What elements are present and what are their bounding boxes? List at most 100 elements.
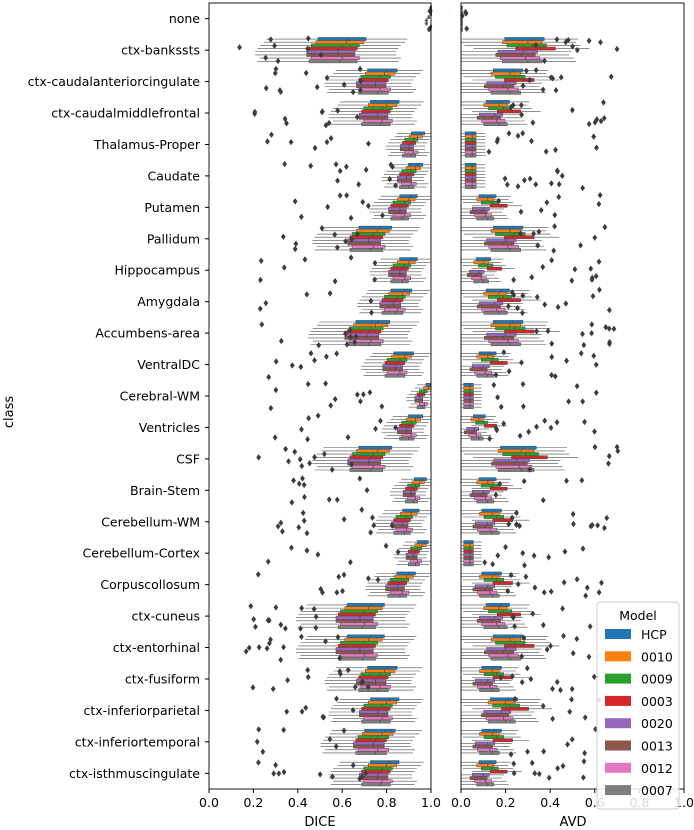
avd-box [464, 178, 477, 183]
dice-box [360, 672, 391, 677]
dice-outlier [280, 528, 285, 535]
avd-outlier [519, 679, 525, 686]
avd-outlier [553, 146, 558, 154]
legend-swatch [605, 718, 631, 729]
dice-outlier [333, 161, 339, 168]
dice-outlier [271, 770, 277, 777]
dice-box [306, 53, 356, 57]
avd-outlier [571, 520, 576, 528]
dice-outlier [344, 341, 350, 348]
avd-outlier [584, 584, 590, 591]
dice-outlier [273, 761, 279, 769]
avd-outlier [549, 340, 555, 347]
avd-outlier [525, 748, 530, 755]
dice-outlier [277, 87, 283, 94]
avd-outlier [565, 741, 570, 748]
dice-outlier [363, 166, 369, 174]
dice-outlier [343, 330, 348, 337]
avd-outlier [487, 435, 492, 442]
dice-outlier [335, 633, 341, 641]
avd-outlier [587, 623, 593, 630]
dice-box [410, 546, 422, 551]
legend-label: 0010 [641, 649, 673, 664]
avd-box [490, 229, 521, 233]
dice-box [382, 364, 403, 368]
dice-outlier [308, 350, 314, 357]
dice-outlier [352, 683, 358, 691]
dice-outlier [325, 203, 331, 211]
avd-outlier [540, 621, 546, 629]
avd-box [489, 486, 508, 491]
dice-outlier [387, 175, 393, 183]
avd-outlier [589, 321, 595, 328]
avd-outlier [543, 148, 549, 155]
dice-outlier [292, 245, 298, 253]
dice-outlier [375, 576, 381, 583]
dice-outlier [286, 458, 291, 465]
dice-box [317, 37, 367, 41]
avd-outlier [569, 696, 574, 703]
dice-box [399, 185, 415, 189]
dice-box [388, 269, 407, 274]
dice-outlier [337, 668, 343, 675]
dice-box [381, 298, 404, 302]
avd-box [490, 323, 521, 328]
dice-box [356, 84, 387, 89]
dice-outlier [281, 726, 287, 734]
avd-box [464, 144, 477, 148]
avd-x-tick-label: 0.2 [496, 795, 516, 810]
avd-box [463, 402, 474, 406]
avd-box [481, 119, 506, 123]
avd-box [480, 357, 499, 362]
dice-box [386, 357, 408, 362]
avd-box [469, 493, 488, 497]
dice-outlier [341, 81, 347, 88]
class-label: ctx-cuneus [131, 609, 200, 624]
avd-outlier [560, 762, 566, 770]
dice-outlier [369, 309, 374, 316]
avd-outlier [591, 133, 597, 140]
dice-outlier [296, 524, 302, 531]
dice-box [360, 87, 391, 92]
avd-outlier [583, 592, 589, 599]
dice-outlier [278, 519, 284, 526]
dice-box [400, 511, 418, 516]
dice-box [355, 738, 387, 743]
avd-box [485, 100, 510, 104]
avd-box [469, 776, 488, 780]
dice-box [355, 751, 387, 755]
dice-outlier [358, 398, 363, 405]
avd-outlier [542, 417, 548, 424]
dice-outlier [318, 51, 324, 59]
dice-outlier [332, 231, 338, 238]
dice-outlier [259, 321, 265, 328]
avd-box [486, 266, 503, 271]
avd-box [476, 216, 495, 221]
dice-outlier [258, 257, 264, 264]
avd-outlier [553, 87, 559, 94]
dice-box [367, 700, 398, 705]
avd-outlier [593, 361, 599, 368]
legend: Model HCP 0010 0009 0003 0020 0013 0012 0007 [596, 601, 680, 810]
avd-outlier [486, 148, 492, 155]
dice-outlier [278, 621, 284, 628]
avd-box [492, 68, 524, 73]
legend-label: 0003 [641, 694, 673, 709]
avd-box [483, 578, 504, 582]
avd-outlier [538, 206, 544, 214]
dice-box [349, 235, 384, 240]
avd-box [477, 527, 498, 532]
dice-outlier [315, 551, 321, 558]
class-label: Putamen [144, 200, 200, 215]
dice-outlier [282, 115, 288, 123]
avd-box [463, 552, 474, 557]
legend-swatch [605, 673, 631, 684]
avd-box [484, 336, 515, 340]
avd-outlier [578, 242, 583, 249]
dice-outlier [378, 417, 383, 425]
dice-outlier [272, 42, 277, 49]
avd-outlier [563, 300, 569, 307]
dice-box [414, 543, 427, 548]
avd-box [466, 273, 483, 277]
dice-outlier [337, 654, 343, 662]
